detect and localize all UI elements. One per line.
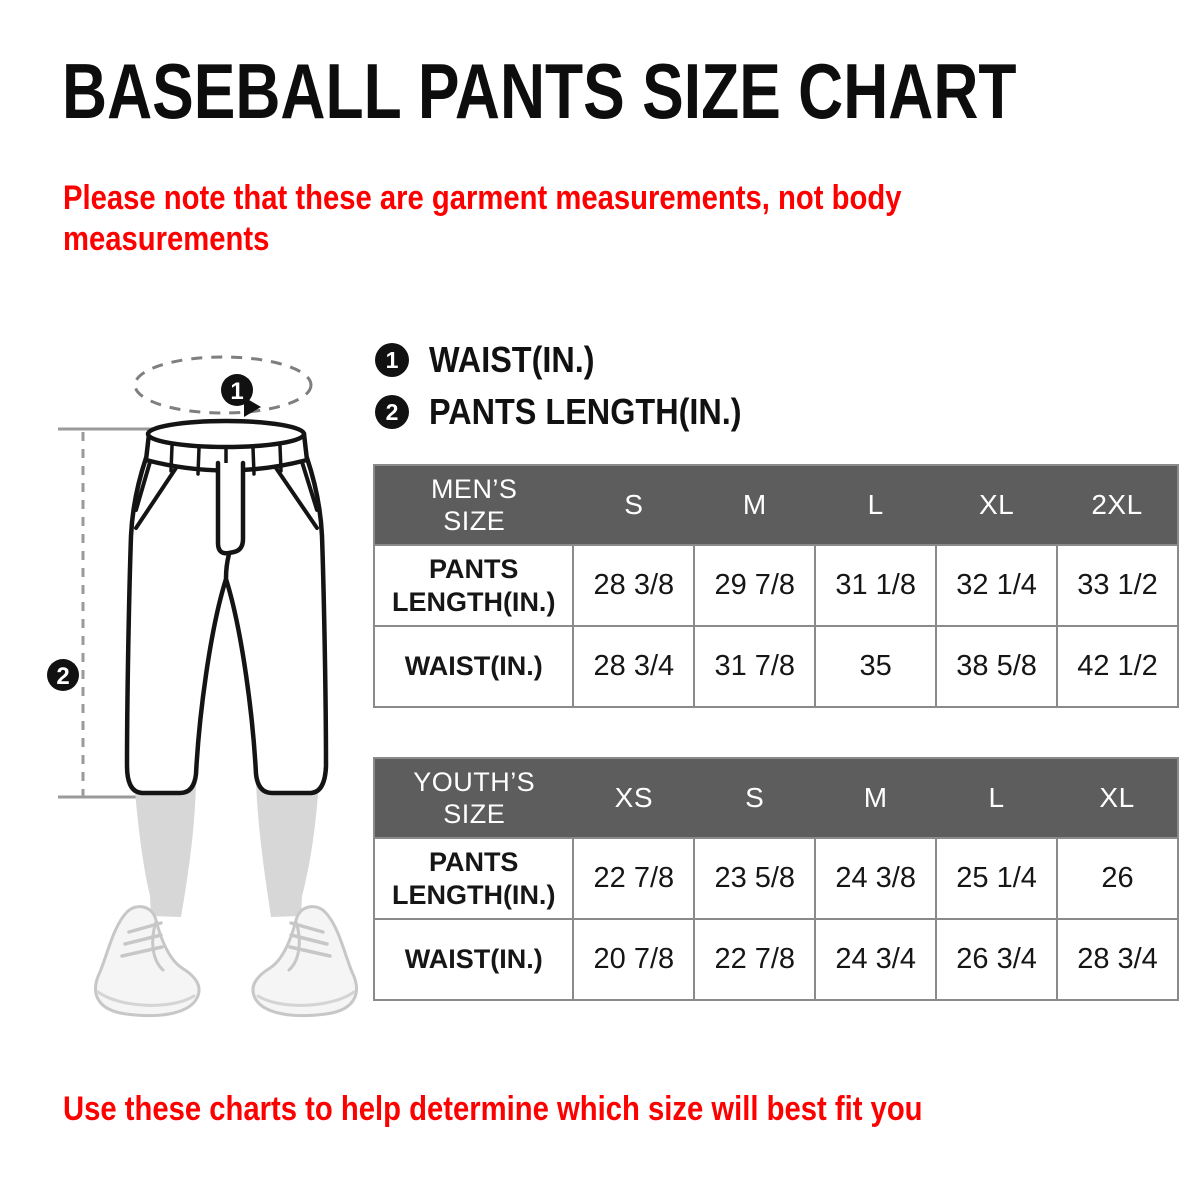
table-title: MEN’S SIZE (374, 465, 574, 545)
row-label: WAIST(IN.) (372, 918, 575, 1001)
size-value: 24 3/8 (814, 837, 938, 920)
size-value: 28 3/8 (572, 544, 696, 627)
table-row: PANTS LENGTH(IN.) 22 7/8 23 5/8 24 3/8 2… (372, 837, 1179, 920)
table-title: YOUTH’S SIZE (374, 758, 574, 838)
table-row: WAIST(IN.) 20 7/8 22 7/8 24 3/4 26 3/4 2… (372, 918, 1179, 1001)
row-label: PANTS LENGTH(IN.) (372, 837, 575, 920)
legend-label-waist: WAIST(IN.) (429, 339, 595, 380)
column-header: XS (573, 758, 695, 838)
size-value: 31 7/8 (693, 625, 817, 708)
svg-text:1: 1 (230, 378, 243, 405)
length-measure-lines (58, 427, 152, 799)
size-value: 28 3/4 (1056, 918, 1179, 1001)
column-header: L (815, 465, 937, 545)
size-value: 26 3/4 (935, 918, 1059, 1001)
column-header: M (694, 465, 816, 545)
measure-badge-1: 1 (221, 374, 253, 406)
row-label: PANTS LENGTH(IN.) (372, 544, 575, 627)
measure-badge-2: 2 (47, 659, 79, 691)
legend-label-pants-length: PANTS LENGTH(IN.) (429, 391, 742, 432)
size-value: 25 1/4 (935, 837, 1059, 920)
table-row: WAIST(IN.) 28 3/4 31 7/8 35 38 5/8 42 1/… (372, 625, 1179, 708)
size-value: 23 5/8 (693, 837, 817, 920)
svg-text:2: 2 (56, 663, 69, 690)
size-value: 29 7/8 (693, 544, 817, 627)
size-value: 33 1/2 (1056, 544, 1179, 627)
mens-size-table: MEN’S SIZE S M L XL 2XL PANTS LENGTH(IN.… (372, 464, 1179, 708)
youth-size-table: YOUTH’S SIZE XS S M L XL PANTS LENGTH(IN… (372, 757, 1179, 1001)
row-label: WAIST(IN.) (372, 625, 575, 708)
column-header: XL (936, 465, 1058, 545)
legend-badge-1: 1 (375, 343, 409, 377)
legend-badge-2: 2 (375, 395, 409, 429)
table-header-row: YOUTH’S SIZE XS S M L XL (374, 758, 1178, 838)
column-header: S (694, 758, 816, 838)
size-value: 22 7/8 (693, 918, 817, 1001)
column-header: 2XL (1057, 465, 1178, 545)
size-value: 28 3/4 (572, 625, 696, 708)
shoes (94, 905, 358, 1018)
column-header: L (936, 758, 1058, 838)
size-value: 26 (1056, 837, 1179, 920)
measurement-legend: 1 WAIST(IN.) 2 PANTS LENGTH(IN.) (375, 339, 776, 444)
column-header: XL (1057, 758, 1178, 838)
legend-item-waist: 1 WAIST(IN.) (375, 339, 776, 380)
waist-measure-ellipse (133, 355, 313, 417)
size-value: 38 5/8 (935, 625, 1059, 708)
column-header: S (573, 465, 695, 545)
socks (134, 780, 319, 917)
fly (215, 460, 246, 556)
table-header-row: MEN’S SIZE S M L XL 2XL (374, 465, 1178, 545)
fit-advice-note: Use these charts to help determine which… (63, 1090, 923, 1128)
size-value: 32 1/4 (935, 544, 1059, 627)
legend-item-pants-length: 2 PANTS LENGTH(IN.) (375, 391, 776, 432)
size-value: 35 (814, 625, 938, 708)
page-title: BASEBALL PANTS SIZE CHART (62, 47, 1017, 135)
measure-arrow-icon (244, 397, 261, 417)
size-value: 24 3/4 (814, 918, 938, 1001)
size-value: 22 7/8 (572, 837, 696, 920)
pockets (134, 460, 319, 530)
table-row: PANTS LENGTH(IN.) 28 3/8 29 7/8 31 1/8 3… (372, 544, 1179, 627)
size-value: 42 1/2 (1056, 625, 1179, 708)
size-value: 20 7/8 (572, 918, 696, 1001)
column-header: M (815, 758, 937, 838)
pants-outline (124, 418, 329, 796)
pants-illustration: 1 2 (47, 355, 358, 1018)
size-value: 31 1/8 (814, 544, 938, 627)
garment-measurement-note: Please note that these are garment measu… (63, 179, 902, 259)
belt-loops (169, 444, 283, 477)
